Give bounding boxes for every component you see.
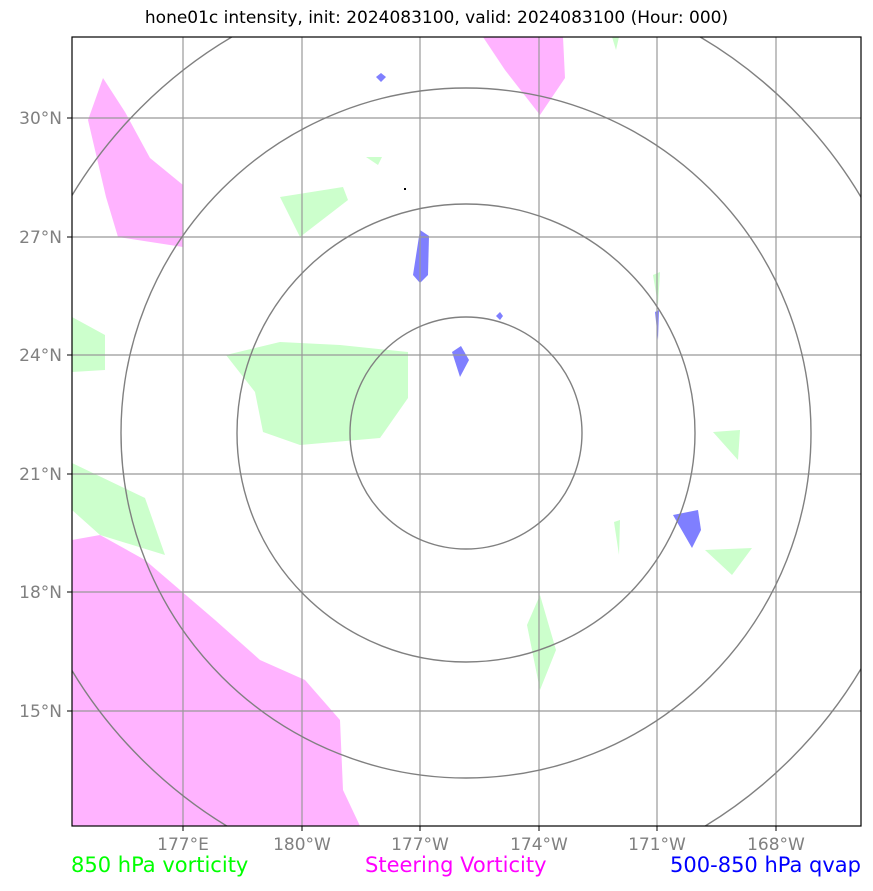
lon-label-177e: 177°E bbox=[157, 835, 209, 855]
lat-label-21n: 21°N bbox=[19, 465, 62, 485]
legend-850-vorticity: 850 hPa vorticity bbox=[71, 853, 249, 877]
lat-label-15n: 15°N bbox=[19, 702, 62, 722]
legend-qvap: 500-850 hPa qvap bbox=[670, 853, 861, 877]
lat-label-27n: 27°N bbox=[19, 228, 62, 248]
lon-label-171w: 171°W bbox=[628, 835, 686, 855]
plot-frame bbox=[71, 36, 862, 827]
steering-vorticity-field bbox=[72, 37, 565, 826]
lon-label-177w: 177°W bbox=[391, 835, 449, 855]
vorticity-850-field bbox=[72, 37, 752, 690]
lat-label-24n: 24°N bbox=[19, 346, 62, 366]
qvap-field bbox=[376, 73, 701, 548]
legend-steering-vorticity: Steering Vorticity bbox=[365, 853, 547, 877]
lon-label-168w: 168°W bbox=[747, 835, 805, 855]
lon-label-180w: 180°W bbox=[273, 835, 331, 855]
storm-center-mark bbox=[404, 188, 406, 190]
distance-rings bbox=[72, 37, 861, 826]
graticule bbox=[72, 37, 861, 826]
map-title: hone01c intensity, init: 2024083100, val… bbox=[144, 8, 729, 28]
lon-label-174w: 174°W bbox=[510, 835, 568, 855]
lat-label-30n: 30°N bbox=[19, 109, 62, 129]
lat-label-18n: 18°N bbox=[19, 583, 62, 603]
